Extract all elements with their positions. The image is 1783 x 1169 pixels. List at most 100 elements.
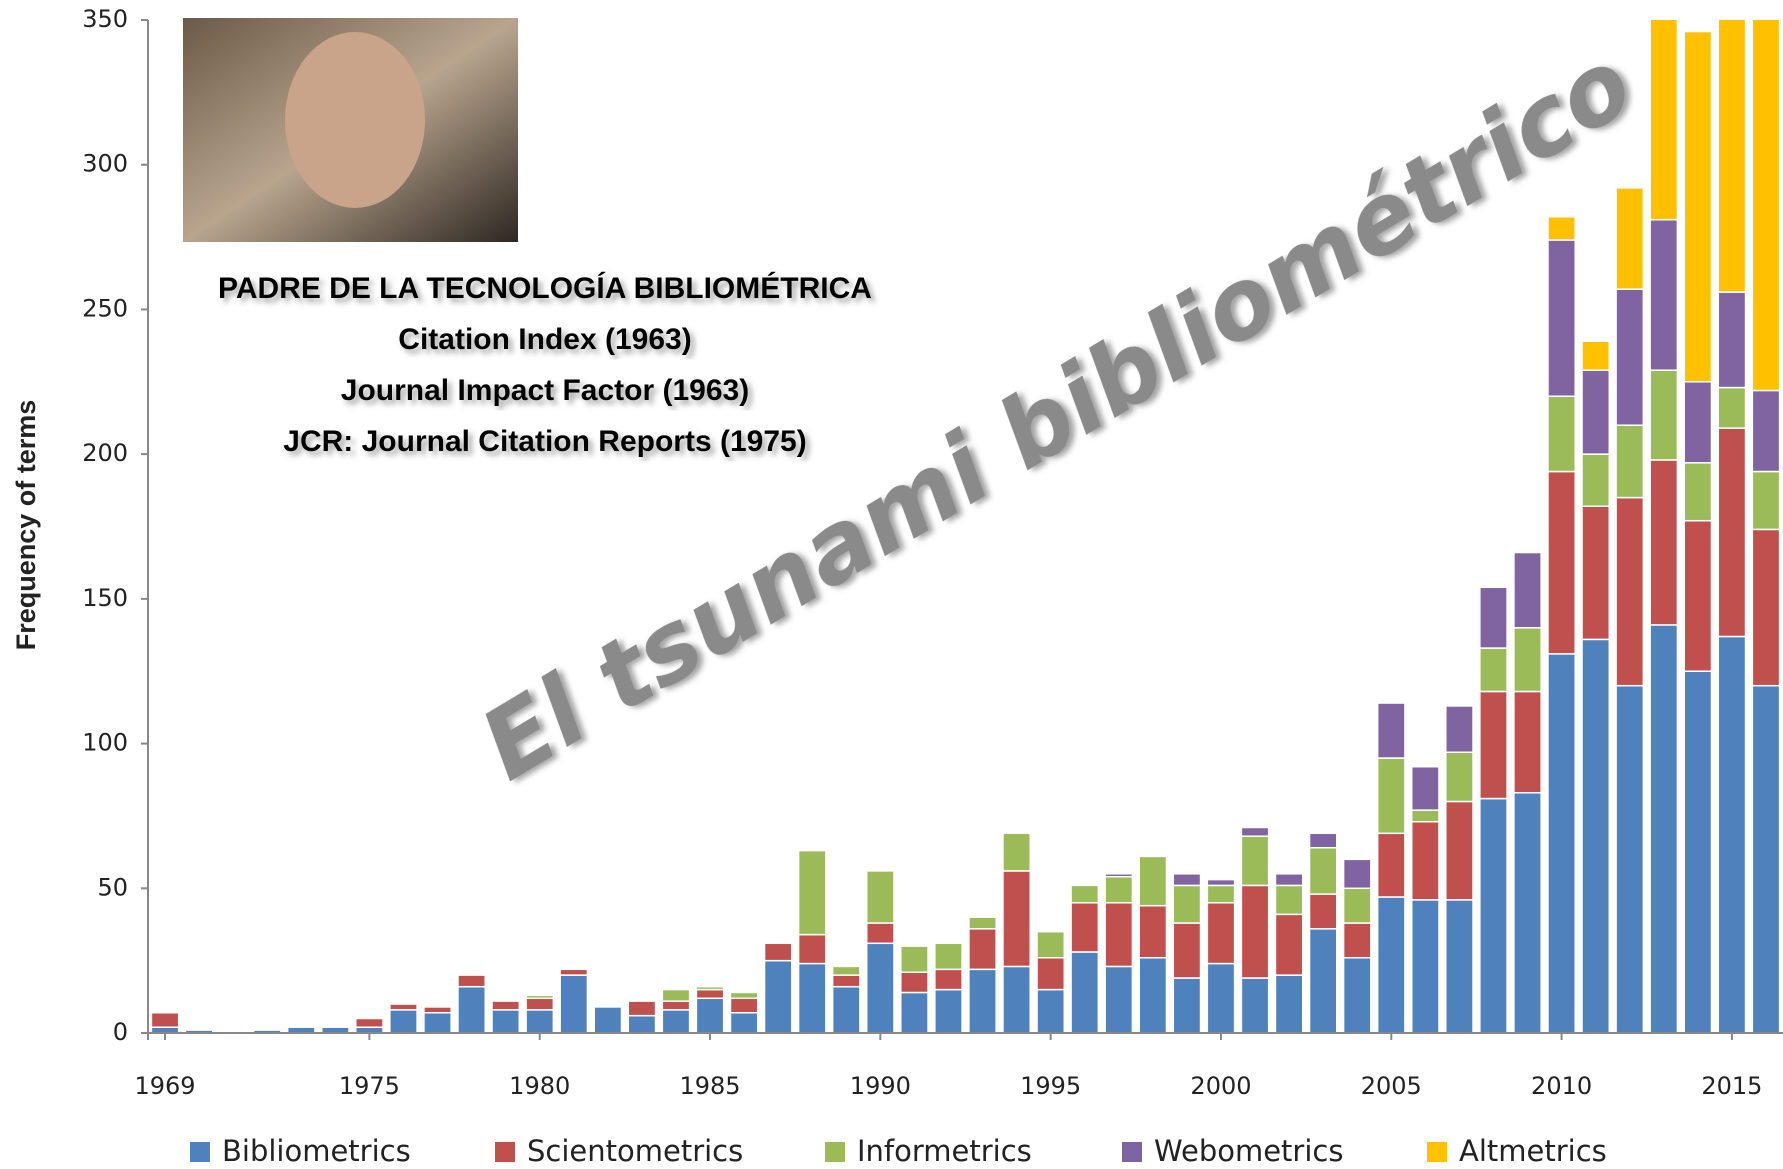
bar-segment: [1376, 896, 1406, 1034]
bar-segment: [1581, 340, 1611, 371]
bar-segment: [1547, 216, 1576, 241]
bar-segment: [1376, 702, 1406, 759]
bar-segment: [1274, 884, 1304, 916]
bar-segment: [1751, 20, 1781, 392]
bar-segment: [900, 991, 929, 1034]
bar-segment: [1410, 765, 1440, 811]
bar-segment: [729, 991, 759, 1000]
legend-label: Bibliometrics: [222, 1134, 411, 1168]
x-tick-label: 1969: [134, 1072, 195, 1100]
bar-segment: [900, 945, 929, 973]
bar-segment: [1717, 427, 1747, 638]
bar-segment: [1342, 922, 1372, 959]
bar-segment: [1240, 826, 1270, 837]
x-tick-label: 2005: [1361, 1072, 1422, 1100]
bar-segment: [1445, 705, 1474, 754]
bar-segment: [1376, 832, 1406, 898]
bar-segment: [1683, 670, 1713, 1034]
bar-segment: [831, 974, 861, 988]
bar-segment: [661, 1000, 691, 1011]
bar-segment: [1445, 751, 1474, 803]
x-tick-label: 2015: [1701, 1072, 1762, 1100]
x-tick-label: 2010: [1531, 1072, 1592, 1100]
y-axis-label: Frequency of terms: [11, 400, 41, 651]
legend-label: Altmetrics: [1459, 1134, 1607, 1168]
bar-segment: [1172, 884, 1202, 924]
bar-segment: [1717, 20, 1747, 293]
bar-segment: [661, 988, 691, 1002]
y-tick-label: 100: [82, 729, 128, 757]
bar-segment: [1717, 635, 1747, 1034]
annotation-line: JCR: Journal Citation Reports (1975): [283, 425, 806, 458]
bar-segment: [491, 1000, 521, 1011]
bar-segment: [423, 1006, 452, 1014]
bar-segment: [1547, 653, 1576, 1034]
bar-segment: [1479, 690, 1508, 800]
bar-segment: [934, 988, 963, 1034]
bar-segment: [1581, 369, 1611, 455]
bar-segment: [695, 985, 725, 991]
bar-segment: [1479, 586, 1508, 649]
bar-segment: [695, 997, 725, 1034]
legend-label: Scientometrics: [527, 1134, 743, 1168]
bar-segment: [1649, 218, 1679, 371]
bar-segment: [934, 942, 963, 971]
bar-segment: [1615, 187, 1645, 290]
bar-segment: [593, 1006, 623, 1034]
bar-segment: [1036, 930, 1066, 959]
x-tick-label: 1990: [850, 1072, 911, 1100]
bar-segment: [1615, 288, 1645, 426]
bar-segment: [1036, 956, 1066, 991]
bar-segment: [1240, 884, 1270, 979]
bar-segment: [627, 1000, 657, 1017]
bar-segment: [1683, 381, 1713, 464]
annotation-line: Citation Index (1963): [398, 323, 691, 356]
y-tick-label: 300: [82, 150, 128, 178]
bar-segment: [1274, 974, 1304, 1034]
bar-segment: [968, 928, 997, 971]
bar-segment: [1070, 902, 1100, 953]
bar-segment: [1649, 20, 1679, 221]
bar-segment: [729, 1011, 759, 1034]
bar-segment: [1410, 899, 1440, 1034]
bar-segment: [1206, 878, 1236, 887]
bar-segment: [1547, 239, 1576, 398]
bar-segment: [1717, 291, 1747, 389]
y-tick-label: 200: [82, 439, 128, 467]
bar-segment: [457, 974, 486, 988]
bar-segment: [1308, 928, 1338, 1034]
bar-segment: [1751, 470, 1781, 531]
y-tick-label: 50: [97, 873, 128, 901]
bar-segment: [1751, 389, 1781, 473]
legend: Bibliometrics Scientometrics Informetrics W…: [190, 1134, 1607, 1168]
bar-segment: [1172, 873, 1202, 887]
x-tick-label: 1975: [339, 1072, 400, 1100]
bar-segment: [1308, 893, 1338, 930]
bar-segment: [865, 922, 895, 945]
bar-segment: [1410, 820, 1440, 901]
bar-segment: [763, 942, 793, 962]
bar-segment: [1240, 835, 1270, 887]
bar-segment: [1649, 459, 1679, 626]
bar-segment: [1308, 847, 1338, 895]
bar-segment: [1342, 858, 1372, 890]
bar-segment: [831, 965, 861, 976]
bar-segment: [1104, 875, 1134, 904]
x-tick-label: 1985: [679, 1072, 740, 1100]
bar-segment: [1615, 496, 1645, 687]
bar-segment: [1581, 638, 1611, 1034]
legend-label: Informetrics: [857, 1134, 1032, 1168]
legend-swatch: [825, 1142, 845, 1162]
bar-segment: [1649, 624, 1679, 1034]
bar-segment: [525, 997, 555, 1011]
annotation-line: PADRE DE LA TECNOLOGÍA BIBLIOMÉTRICA: [218, 271, 872, 305]
bar-segment: [1172, 922, 1202, 979]
x-tick-label: 2000: [1190, 1072, 1251, 1100]
bar-segment: [695, 988, 725, 1000]
legend-swatch: [495, 1142, 515, 1162]
bar-segment: [1002, 870, 1031, 968]
bar-segment: [797, 933, 827, 965]
bar-segment: [150, 1011, 180, 1028]
x-tick-label: 1995: [1020, 1072, 1081, 1100]
